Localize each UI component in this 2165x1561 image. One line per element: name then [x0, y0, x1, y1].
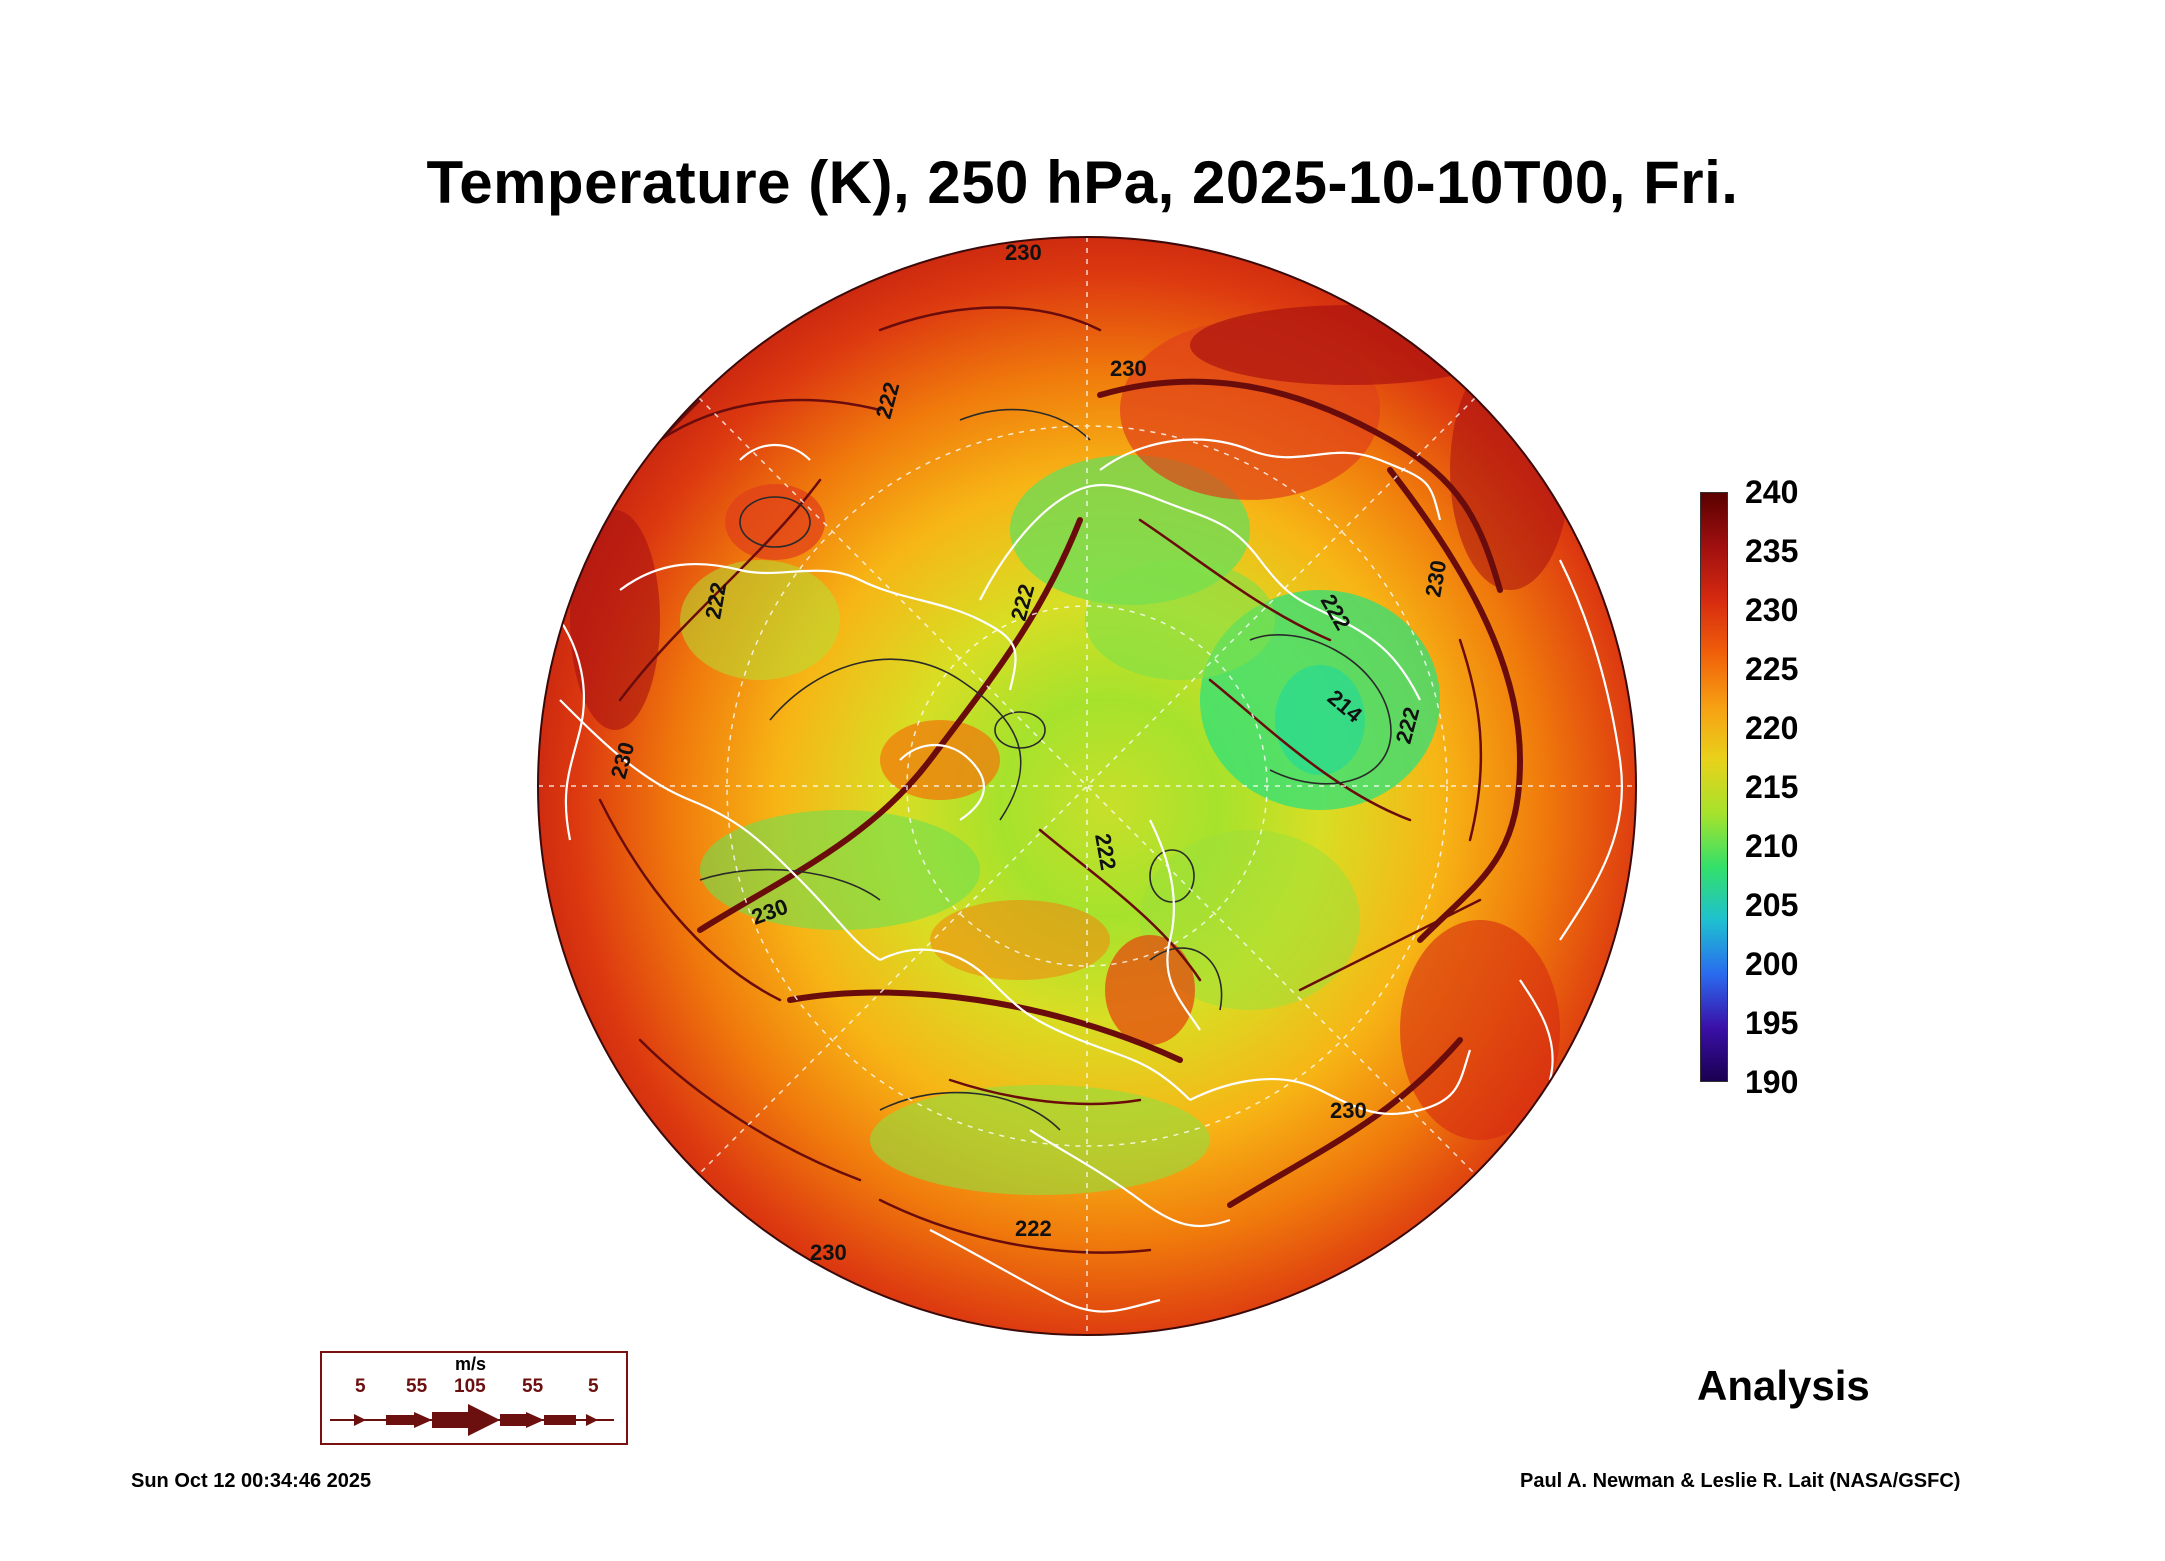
colorbar-label: 195 — [1745, 1005, 1799, 1041]
colorbar-label: 230 — [1745, 592, 1799, 628]
colorbar-label: 240 — [1745, 474, 1799, 510]
coastline — [1029, 1129, 1231, 1228]
warm-patch — [570, 510, 660, 730]
wind-legend-value: 55 — [522, 1376, 544, 1397]
contour-label: 230 — [810, 1240, 847, 1265]
wind-legend-value: 55 — [406, 1376, 428, 1397]
globe-outline — [537, 236, 1637, 1336]
contour-label: 230 — [1330, 1098, 1367, 1123]
temperature-contour — [1249, 634, 1392, 785]
wind-legend-value: 5 — [588, 1376, 599, 1397]
cold-patch — [700, 810, 980, 930]
wind-legend-arrow — [330, 1404, 614, 1436]
coastline — [619, 562, 1017, 691]
wind-legend — [320, 1351, 628, 1445]
timestamp: Sun Oct 12 00:34:46 2025 — [131, 1470, 372, 1492]
colorbar-label: 210 — [1745, 828, 1799, 864]
streamline — [1138, 518, 1332, 642]
colorbar-label: 220 — [1745, 710, 1799, 746]
warm-patch — [930, 900, 1110, 980]
coastline — [559, 699, 881, 961]
streamline — [878, 306, 1102, 332]
wind-legend-value: 5 — [355, 1376, 366, 1397]
contour-label: 230 — [1005, 240, 1042, 265]
temperature-contour — [959, 408, 1091, 441]
credit: Paul A. Newman & Leslie R. Lait (NASA/GS… — [1520, 1470, 1961, 1492]
temperature-contour — [994, 711, 1046, 749]
streamline — [878, 1198, 1152, 1254]
wind-legend-value: 105 — [454, 1376, 486, 1397]
jet-streamline — [697, 517, 1083, 933]
coastline — [739, 443, 811, 461]
streamline — [948, 1078, 1142, 1106]
colorbar-label: 205 — [1745, 887, 1799, 923]
colorbar-label: 225 — [1745, 651, 1799, 687]
warm-patch — [880, 720, 1000, 800]
page-title: Temperature (K), 250 hPa, 2025-10-10T00,… — [426, 149, 1739, 216]
warm-patch — [1105, 935, 1195, 1045]
coastline — [879, 948, 1191, 1101]
streamline — [1298, 898, 1482, 992]
streamline — [618, 478, 822, 702]
cold-patch — [680, 560, 840, 680]
contour-label: 230 — [1110, 356, 1147, 381]
warm-patch — [1400, 920, 1560, 1140]
coastline — [1559, 559, 1624, 941]
warm-patch — [1190, 305, 1510, 385]
colorbar-label: 215 — [1745, 769, 1799, 805]
coastline — [1519, 979, 1554, 1081]
warm-patch — [725, 484, 825, 560]
temperature-contour — [1149, 849, 1195, 903]
jet-streamline — [787, 989, 1183, 1063]
coastline — [1149, 819, 1201, 1031]
colorbar-label: 235 — [1745, 533, 1799, 569]
temperature-contour — [879, 1091, 1061, 1131]
colorbar — [1700, 492, 1728, 1082]
coastline — [979, 484, 1421, 701]
colorbar-label: 190 — [1745, 1064, 1799, 1100]
coastline — [1099, 438, 1442, 521]
streamline — [638, 1038, 862, 1182]
meridian — [698, 397, 1476, 1175]
temperature-contour — [769, 658, 1022, 821]
warm-patch — [1450, 350, 1570, 590]
coastline — [559, 619, 586, 841]
temperature-contour — [739, 496, 811, 548]
colorbar-label: 200 — [1745, 946, 1799, 982]
coastline — [929, 1229, 1161, 1313]
analysis-label: Analysis — [1697, 1362, 1870, 1409]
temperature-field — [538, 237, 1636, 1335]
coastline — [899, 743, 985, 821]
streamline — [1208, 678, 1412, 822]
jet-streamline — [1387, 467, 1524, 943]
cold-patch — [1140, 830, 1360, 1010]
coastline — [1189, 1049, 1472, 1116]
contour-label: 222 — [1015, 1216, 1052, 1241]
cold-patch — [870, 1085, 1210, 1195]
meridian — [698, 397, 1476, 1175]
streamline — [658, 398, 882, 442]
streamline — [598, 798, 782, 1002]
cold-patch — [1085, 560, 1275, 680]
jet-streamline — [1227, 1037, 1463, 1208]
streamline — [1038, 828, 1202, 982]
cold-patch — [1275, 665, 1365, 775]
wind-legend-unit: m/s — [455, 1354, 487, 1374]
temperature-contour — [699, 868, 881, 901]
jet-streamline — [1097, 378, 1503, 593]
temperature-contour — [1149, 947, 1223, 1011]
streamline — [1458, 638, 1483, 842]
